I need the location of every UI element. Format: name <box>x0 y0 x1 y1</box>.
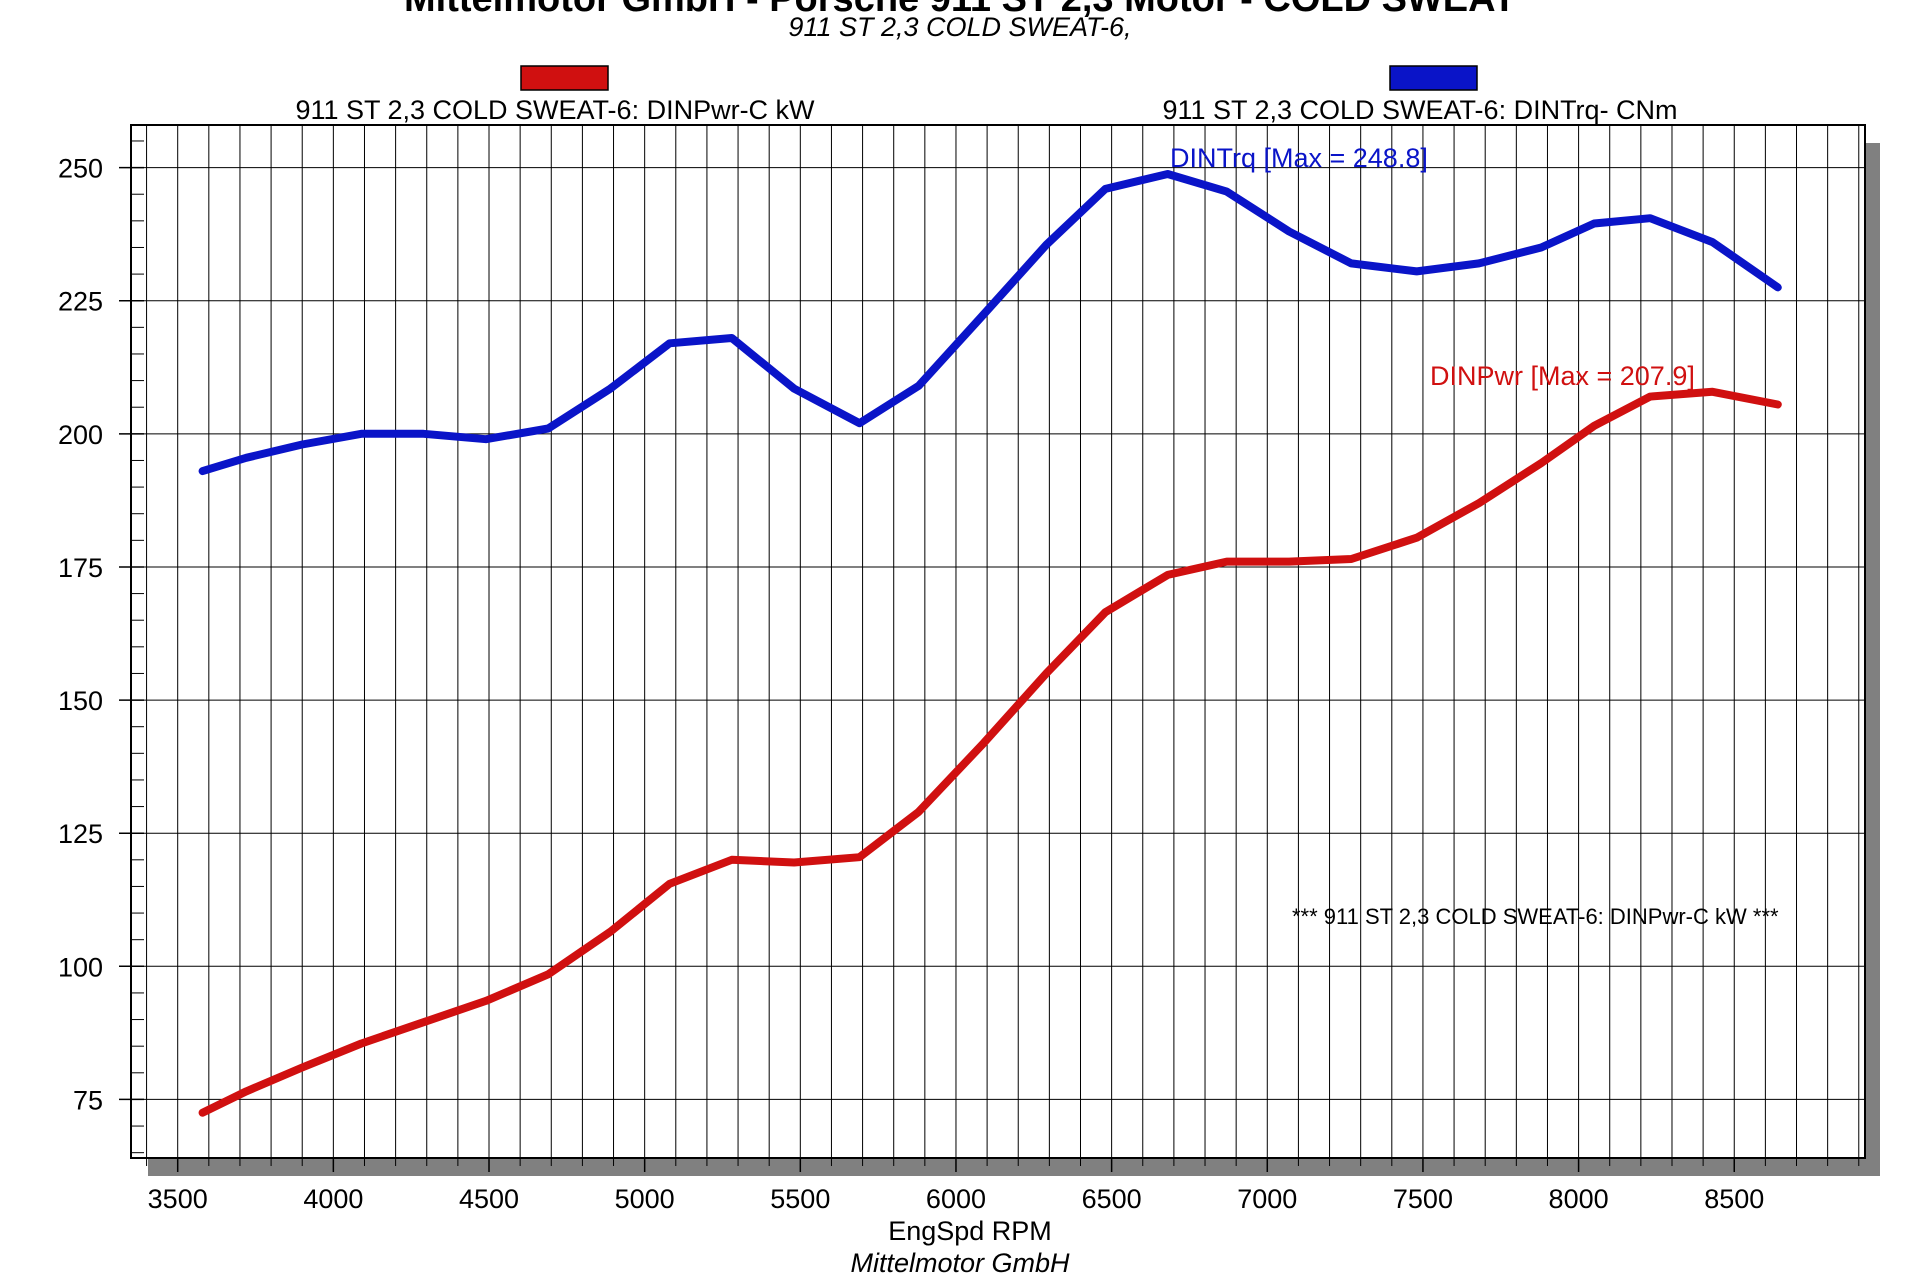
chart-subtitle: 911 ST 2,3 COLD SWEAT-6, <box>788 12 1132 42</box>
torque-max-label: DINTrq [Max = 248.8] <box>1170 143 1428 173</box>
x-tick-label: 6000 <box>926 1184 986 1214</box>
legend-label: 911 ST 2,3 COLD SWEAT-6: DINTrq- CNm <box>1162 95 1677 125</box>
x-tick-label: 4000 <box>303 1184 363 1214</box>
x-tick-label: 7500 <box>1393 1184 1453 1214</box>
legend-swatch <box>1389 65 1478 91</box>
y-tick-label: 250 <box>58 154 103 184</box>
y-tick-label: 100 <box>58 952 103 982</box>
x-tick-label: 4500 <box>459 1184 519 1214</box>
x-tick-label: 5000 <box>615 1184 675 1214</box>
legend: 911 ST 2,3 COLD SWEAT-6: DINPwr-C kW 911 … <box>295 65 1678 125</box>
chart-title: Mittelmotor GmbH - Porsche 911 ST 2,3 Mo… <box>0 0 1920 21</box>
x-axis-title: EngSpd RPM <box>888 1216 1052 1246</box>
plot-area <box>130 124 1866 1159</box>
x-tick-label: 3500 <box>148 1184 208 1214</box>
y-tick-label: 75 <box>73 1085 103 1115</box>
y-tick-label: 225 <box>58 287 103 317</box>
y-tick-label: 125 <box>58 819 103 849</box>
y-tick-label: 150 <box>58 686 103 716</box>
legend-label: 911 ST 2,3 COLD SWEAT-6: DINPwr-C kW <box>295 95 815 125</box>
x-tick-label: 6500 <box>1082 1184 1142 1214</box>
axes: 75 100 125 150 175 200 225 250 3500 4000 4500 5000 5… <box>58 140 1860 1246</box>
x-tick-label: 5500 <box>770 1184 830 1214</box>
legend-swatch <box>520 65 609 91</box>
series-lines <box>198 170 1782 1117</box>
x-tick-label: 8000 <box>1549 1184 1609 1214</box>
power-line <box>198 387 1782 1117</box>
run-annotation: *** 911 ST 2,3 COLD SWEAT-6: DINPwr-C kW… <box>1292 904 1779 929</box>
x-tick-label: 8500 <box>1704 1184 1764 1214</box>
torque-line <box>198 170 1782 476</box>
y-tick-label: 175 <box>58 553 103 583</box>
x-tick-label: 7000 <box>1237 1184 1297 1214</box>
footer-credit: Mittelmotor GmbH <box>850 1248 1070 1278</box>
y-tick-label: 200 <box>58 420 103 450</box>
annotations: DINTrq [Max = 248.8] DINPwr [Max = 207.9]… <box>1170 143 1779 929</box>
power-max-label: DINPwr [Max = 207.9] <box>1430 361 1695 391</box>
